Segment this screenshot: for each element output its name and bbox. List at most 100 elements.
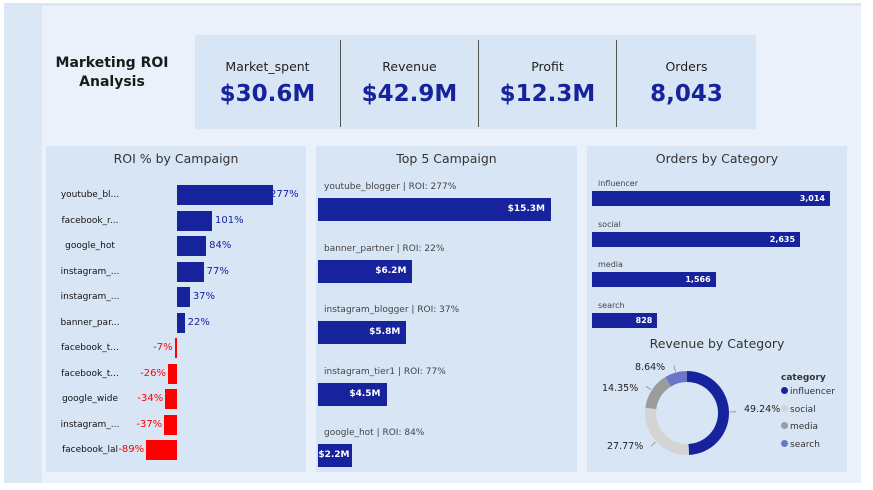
campaign-bar[interactable]: $5.8M	[318, 321, 407, 344]
category-data-label: 1,566	[685, 275, 711, 284]
campaign-bar[interactable]: $6.2M	[318, 259, 413, 283]
category-data-label: 3,014	[799, 194, 825, 203]
roi-row[interactable]: google_hot 84%	[46, 236, 306, 256]
roi-bar[interactable]	[167, 363, 177, 384]
campaign-label: instagram_tier1 | ROI: 77%	[324, 366, 446, 377]
roi-row[interactable]: facebook_r... 101%	[46, 210, 306, 231]
campaign-bar[interactable]: $15.3M	[318, 198, 551, 221]
campaign-label: youtube_blogger | ROI: 277%	[324, 182, 457, 192]
roi-bar[interactable]	[165, 389, 177, 409]
campaign-label: google_hot | ROI: 84%	[324, 428, 425, 438]
kpi-label: Orders	[665, 59, 708, 74]
roi-bar[interactable]	[177, 236, 207, 256]
roi-bar[interactable]	[177, 261, 204, 282]
roi-bar[interactable]	[164, 414, 177, 435]
roi-category-label: instagram_...	[60, 292, 120, 302]
roi-bar[interactable]	[177, 185, 273, 205]
campaign-data-label: $4.5M	[349, 388, 381, 399]
campaign-bar[interactable]: $4.5M	[318, 382, 387, 406]
roi-row[interactable]: facebook_t... -7%	[46, 338, 306, 358]
roi-data-label: 84%	[209, 240, 232, 251]
category-data-label: 828	[635, 315, 653, 325]
legend-marker-icon	[781, 404, 788, 412]
category-bar[interactable]: 2,635	[592, 231, 801, 247]
kpi-divider	[616, 40, 617, 127]
roi-data-label: -89%	[118, 444, 145, 455]
kpi-orders[interactable]: Orders 8,043	[617, 35, 756, 129]
campaign-data-label: $15.3M	[507, 204, 545, 214]
kpi-label: Revenue	[382, 59, 437, 74]
roi-bar[interactable]	[174, 338, 177, 358]
roi-bar[interactable]	[177, 210, 212, 231]
donut-slice-influencer[interactable]	[687, 371, 729, 455]
category-bar[interactable]: 828	[592, 312, 658, 328]
legend-label: social	[790, 404, 816, 415]
campaign-bar[interactable]: $2.2M	[318, 444, 352, 467]
category-label: search	[598, 300, 625, 310]
legend-item[interactable]: social	[781, 404, 816, 415]
roi-category-label: facebook_r...	[61, 215, 119, 226]
roi-data-label: -7%	[153, 342, 173, 353]
donut-slice-media[interactable]	[645, 377, 671, 410]
category-data-label: 2,635	[769, 234, 796, 244]
campaign-data-label: $5.8M	[369, 327, 401, 337]
roi-row[interactable]: banner_par... 22%	[46, 312, 306, 333]
slice-percent-label: 8.64%	[635, 362, 666, 373]
top-5-campaign-chart[interactable]: Top 5 Campaign youtube_blogger | ROI: 27…	[316, 146, 577, 472]
orders-by-category-chart[interactable]: Orders by Category Revenue by Category c…	[587, 146, 847, 472]
category-label: influencer	[598, 179, 639, 188]
category-bar[interactable]: 1,566	[592, 272, 716, 287]
roi-row[interactable]: facebook_t... -26%	[46, 363, 306, 384]
roi-row[interactable]: instagram_... 37%	[46, 287, 306, 307]
kpi-value: 8,043	[650, 81, 723, 107]
roi-row[interactable]: instagram_... 77%	[46, 261, 306, 282]
legend-item[interactable]: search	[781, 439, 820, 450]
legend-marker-icon	[781, 422, 788, 429]
chart-title: Revenue by Category	[649, 336, 785, 351]
category-label: media	[598, 260, 623, 269]
roi-row[interactable]: youtube_bl... 277%	[46, 185, 306, 205]
dashboard-title: Marketing ROI Analysis	[55, 55, 169, 90]
legend-item[interactable]: media	[781, 422, 818, 432]
roi-category-label: instagram_...	[60, 419, 120, 430]
campaign-data-label: $2.2M	[318, 450, 350, 460]
kpi-profit[interactable]: Profit $12.3M	[479, 35, 616, 129]
roi-bar[interactable]	[146, 440, 177, 460]
kpi-revenue[interactable]: Revenue $42.9M	[341, 35, 478, 129]
leader-line	[645, 385, 652, 390]
roi-row[interactable]: google_wide -34%	[46, 389, 306, 409]
roi-bar[interactable]	[177, 312, 185, 333]
donut-slice-social[interactable]	[645, 407, 690, 455]
legend-marker-icon	[781, 387, 788, 394]
roi-data-label: 22%	[187, 316, 210, 328]
legend-item[interactable]: influencer	[781, 387, 835, 397]
kpi-divider	[340, 40, 341, 127]
roi-data-label: -37%	[136, 418, 163, 430]
roi-category-label: youtube_bl...	[60, 190, 120, 200]
kpi-divider	[478, 40, 479, 127]
roi-data-label: 37%	[192, 291, 216, 302]
roi-row[interactable]: facebook_lal -89%	[46, 440, 306, 460]
roi-data-label: 77%	[206, 265, 229, 277]
leader-line	[673, 365, 676, 372]
slice-percent-label: 27.77%	[607, 441, 644, 452]
campaign-label: banner_partner | ROI: 22%	[324, 243, 445, 254]
roi-by-campaign-chart[interactable]: ROI % by Campaign youtube_bl... 277% faceb…	[46, 146, 306, 472]
roi-data-label: -26%	[140, 367, 166, 379]
donut-slice-search[interactable]	[665, 371, 687, 387]
kpi-market-spent[interactable]: Market_spent $30.6M	[195, 35, 340, 129]
campaign-label: instagram_blogger | ROI: 37%	[324, 305, 460, 315]
category-label: social	[598, 219, 621, 229]
kpi-value: $12.3M	[499, 81, 596, 107]
roi-row[interactable]: instagram_... -37%	[46, 414, 306, 435]
chart-title: Top 5 Campaign	[396, 151, 497, 166]
category-bar[interactable]: 3,014	[592, 191, 830, 206]
revenue-by-category-chart[interactable]: category 49.24% influencer 27.77% social 14.…	[587, 146, 847, 472]
legend-marker-icon	[781, 439, 788, 447]
kpi-label: Profit	[531, 59, 564, 74]
kpi-value: $30.6M	[219, 81, 316, 107]
roi-data-label: 101%	[215, 214, 244, 226]
roi-bar[interactable]	[177, 287, 190, 307]
roi-category-label: banner_par...	[60, 317, 120, 328]
roi-category-label: facebook_t...	[61, 343, 119, 353]
